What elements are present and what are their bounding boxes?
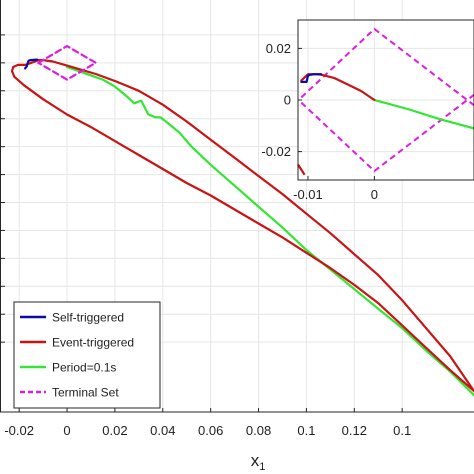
inset-x-tick-label: 0 <box>371 187 378 202</box>
inset-series-period-0-1s <box>373 98 474 130</box>
main-axes <box>0 0 474 413</box>
x-tick-label: 0.1 <box>393 423 411 438</box>
x-tick-label: 0.02 <box>102 423 127 438</box>
inset-y-tick-label: -0.02 <box>261 144 291 159</box>
inset-series-event-triggered-lower <box>297 163 306 176</box>
inset-x-tick-label: -0.01 <box>293 187 323 202</box>
x-tick-label: 0.1 <box>297 423 315 438</box>
x-axis-label: x1 <box>251 451 266 473</box>
legend-label: Terminal Set <box>52 386 119 400</box>
inset-chart: -0.01 0 0.02 0 -0.02 <box>261 19 474 202</box>
inset-series <box>297 27 474 176</box>
main-tick-labels: -0.02 0 0.02 0.04 0.06 0.08 0.1 0.12 0.1 <box>4 423 411 438</box>
x-tick-label: 0.12 <box>342 423 367 438</box>
x-tick-label: 0 <box>63 423 70 438</box>
inset-series-terminal-set-upper <box>300 27 474 106</box>
inset-y-tick-label: 0 <box>284 93 291 108</box>
legend-label: Event-triggered <box>52 336 134 350</box>
inset-y-tick-label: 0.02 <box>266 41 291 56</box>
series-event-triggered <box>10 58 474 393</box>
inset-axes <box>297 19 474 181</box>
series-terminal-set <box>37 44 97 81</box>
legend-box <box>13 301 161 409</box>
legend-label: Self-triggered <box>52 311 124 325</box>
series-period-0-1s <box>65 65 474 397</box>
series-self-triggered <box>24 58 39 70</box>
x-tick-label: 0.06 <box>198 423 223 438</box>
x-tick-label: 0.08 <box>246 423 271 438</box>
x-tick-label: 0.04 <box>150 423 175 438</box>
legend-label: Period=0.1s <box>52 361 116 375</box>
main-series <box>10 44 474 397</box>
inset-tick-labels: -0.01 0 0.02 0 -0.02 <box>261 41 378 202</box>
inset-series-self-triggered <box>300 73 323 84</box>
legend: Self-triggered Event-triggered Period=0.1s… <box>13 301 161 409</box>
x-tick-label: -0.02 <box>4 423 34 438</box>
